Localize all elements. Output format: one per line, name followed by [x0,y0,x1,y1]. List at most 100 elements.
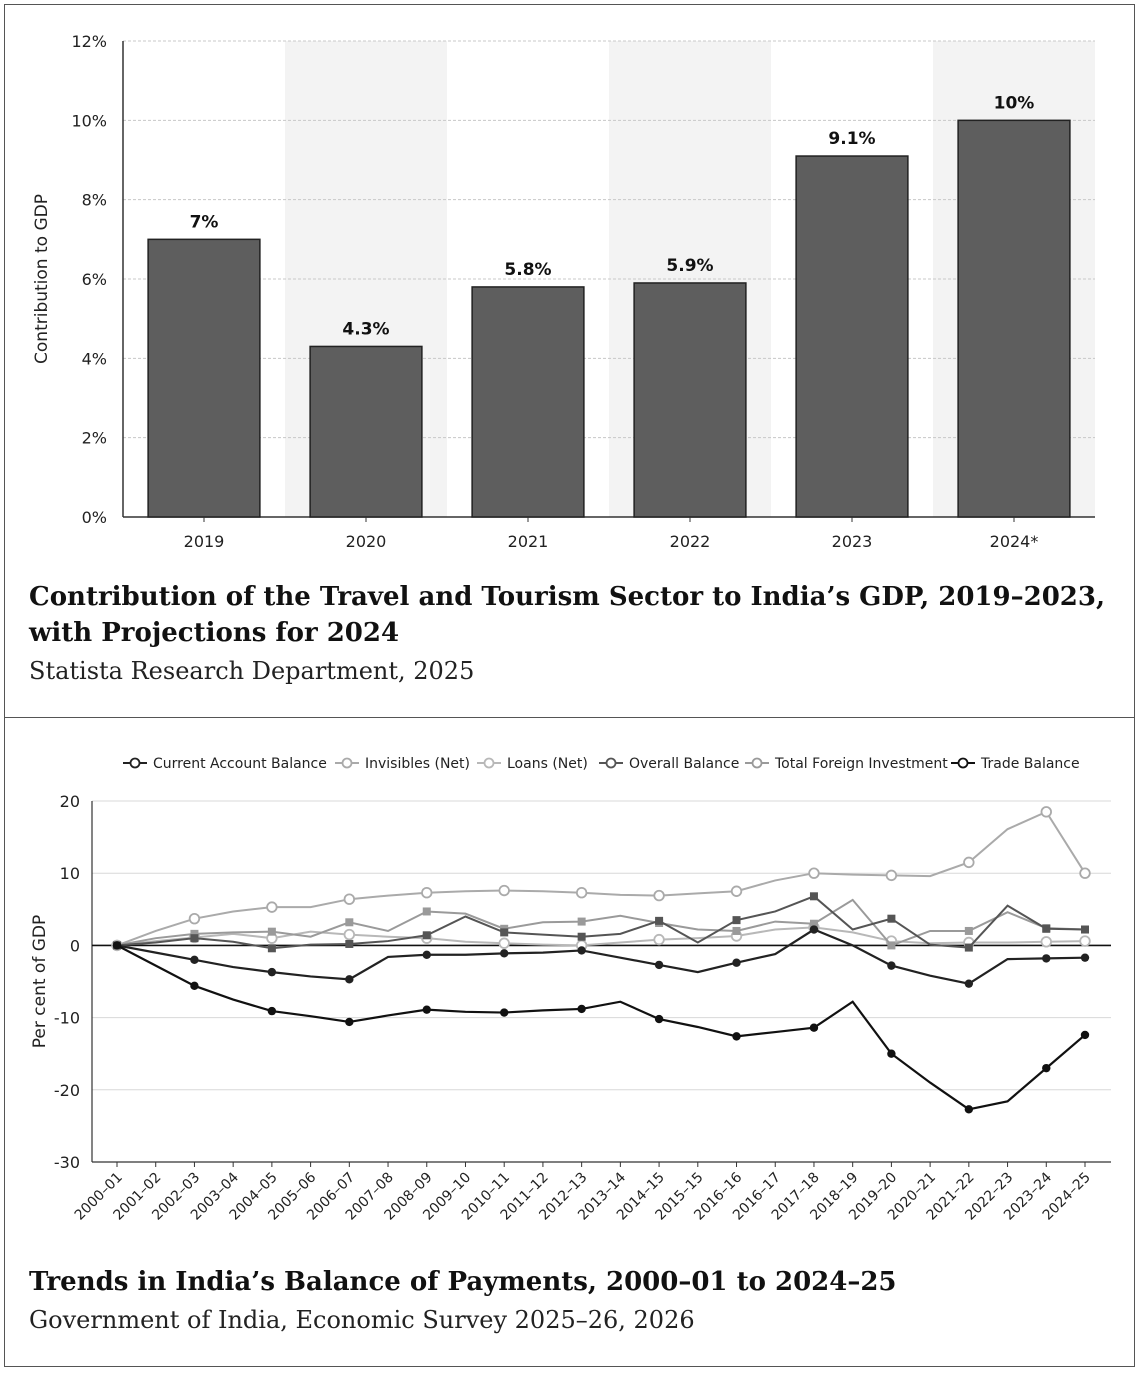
series-line [116,810,1086,947]
data-point [1042,954,1051,963]
data-point [887,914,896,923]
bar [309,345,423,518]
bar [147,238,261,518]
x-tick-label: 2023 [832,532,873,551]
x-tick-label: 2020 [346,532,387,551]
bar [471,286,585,518]
bar [795,155,909,518]
data-point [887,1049,896,1058]
data-point [655,916,664,925]
y-tick-label: 20 [60,792,80,811]
data-point [885,869,898,882]
x-tick-label: 2021 [508,532,549,551]
data-point [345,975,354,984]
data-point [498,884,510,897]
travel-tourism-chart-panel: 0% 2% 4% 6% 8% 10% 12% 7% 2019 4.3% 2020 5.8% 2021 5.… [4,4,1135,718]
legend-marker [605,757,617,769]
data-point [422,931,431,940]
y-tick-label: 8% [82,191,107,210]
data-point [809,1023,819,1032]
data-point [266,901,278,913]
line-chart-title: Trends in India’s Balance of Payments, 2… [29,1267,897,1297]
y-tick-label: 4% [82,349,107,368]
data-point [267,944,276,953]
series-line [116,926,1086,947]
data-point [1040,806,1052,818]
y-tick-label: 2% [82,429,107,448]
legend-marker [129,757,141,769]
data-point [422,907,431,916]
data-label: 4.3% [342,319,389,339]
data-label: 5.8% [504,260,551,280]
data-point [809,919,818,928]
data-point [1040,936,1052,948]
balance-of-payments-chart-panel: -30 -20 -10 0 10 20 2000–01 2001–02 2002–03 2003–… [4,717,1135,1367]
data-point [422,1005,431,1014]
data-point [1080,1030,1090,1040]
y-tick-label: 12% [71,32,107,51]
y-axis-label: Per cent of GDP [30,915,50,1048]
data-point [964,926,973,935]
data-point [1080,953,1090,962]
data-point [575,886,588,899]
data-point [343,893,356,905]
data-point [730,885,743,897]
data-point [964,1105,974,1114]
data-point [267,1006,277,1016]
y-tick-label: -10 [54,1009,80,1028]
line-chart-source: Government of India, Economic Survey 202… [29,1306,695,1334]
y-tick-label: -20 [54,1081,80,1100]
y-tick-label: 0 [70,936,80,955]
x-tick-label: 2019 [184,532,225,551]
series-line [116,898,1086,947]
data-point [1079,867,1091,879]
y-tick-label: -30 [54,1153,80,1172]
legend-label: Overall Balance [629,756,739,772]
data-point [653,889,665,902]
data-label: 10% [994,93,1035,113]
data-point [343,928,356,941]
legend-marker [957,757,969,769]
data-point [267,927,276,936]
y-axis-label: Contribution to GDP [32,194,52,364]
data-point [964,943,973,952]
data-point [188,912,201,925]
data-point [421,886,433,899]
data-point [267,967,277,977]
data-point [887,941,896,950]
data-point [809,925,819,934]
data-point [422,950,431,959]
legend-label: Current Account Balance [153,756,327,772]
bar-chart-title: Contribution of the Travel and Tourism S… [29,582,1106,648]
data-point [345,939,354,948]
x-tick-label: 2022 [670,532,711,551]
y-tick-label: 6% [82,270,107,289]
data-point [577,1004,586,1014]
series-line [116,928,1086,985]
data-point [112,941,122,950]
data-point [1081,925,1089,934]
bar-chart-source: Statista Research Department, 2025 [29,657,475,685]
data-point [653,933,665,946]
data-point [732,958,741,967]
data-point [809,892,818,901]
data-point [654,1014,664,1024]
legend-label: Loans (Net) [507,756,588,772]
data-point [190,981,199,991]
data-point [732,1032,741,1041]
data-point [577,932,586,941]
data-point [654,960,664,970]
data-label: 5.9% [666,256,713,276]
data-point [963,856,975,869]
legend-marker [483,757,495,769]
data-point [190,934,199,943]
data-point [732,916,741,925]
data-point [345,918,354,927]
legend-label: Trade Balance [980,756,1080,772]
series-line [116,944,1086,1111]
data-point [1042,924,1051,933]
data-point [190,929,199,938]
data-point [500,1008,509,1017]
legend-marker [341,757,353,769]
data-point [190,955,199,965]
